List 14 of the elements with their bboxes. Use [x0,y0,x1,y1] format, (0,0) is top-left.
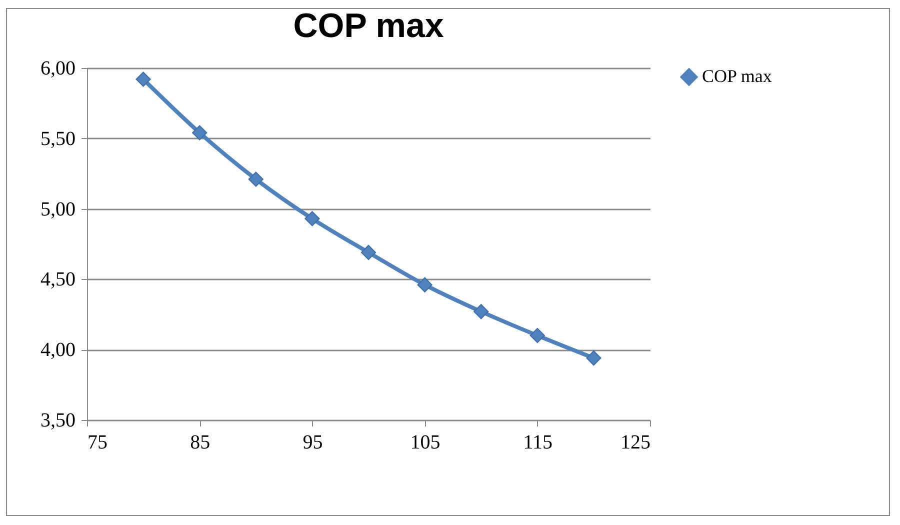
legend-label: COP max [702,66,772,86]
y-tick-label: 4,50 [40,268,76,291]
x-tick-label: 95 [302,432,323,454]
y-tick-label: 5,00 [40,198,76,220]
x-tick-label: 85 [190,432,210,454]
y-tick-label: 5,50 [40,128,76,150]
x-tick-label: 125 [620,432,650,454]
y-tick-label: 6,00 [40,58,76,80]
y-tick-label: 4,00 [40,339,76,362]
x-tick-label: 75 [88,432,108,454]
x-tick-label: 115 [523,432,553,454]
chart-title: COP max [293,7,444,45]
x-tick-label: 105 [410,432,440,454]
y-tick-label: 3,50 [40,410,76,432]
